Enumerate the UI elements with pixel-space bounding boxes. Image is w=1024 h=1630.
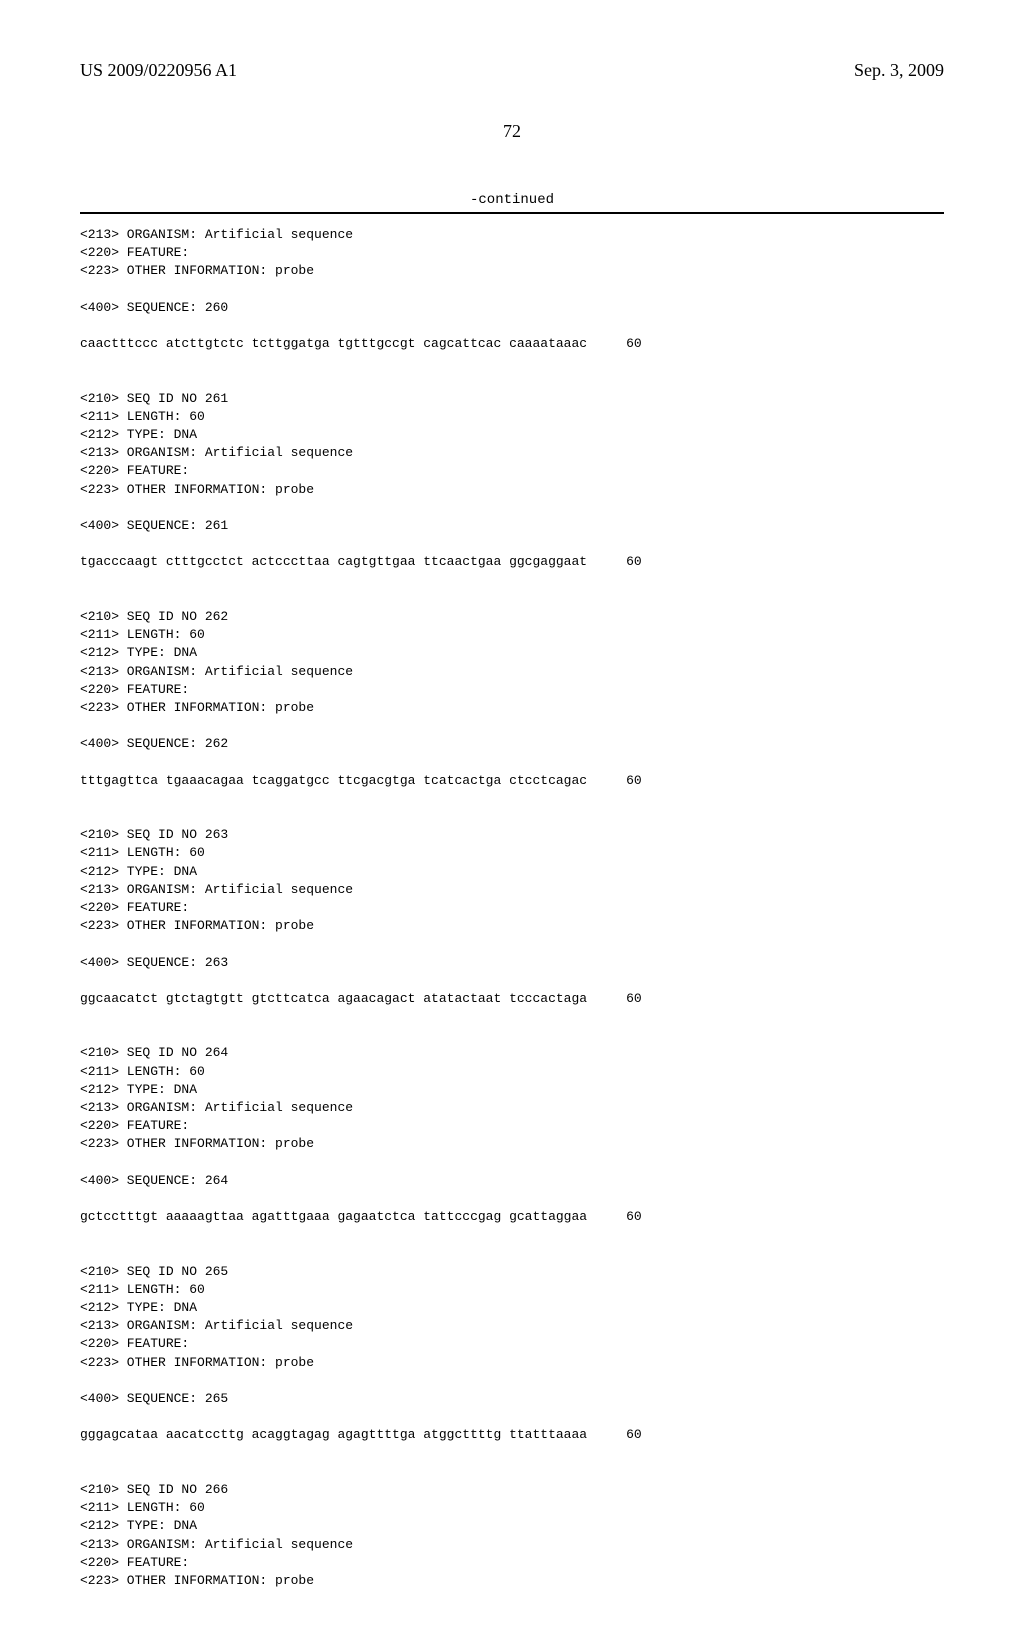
header-row: US 2009/0220956 A1 Sep. 3, 2009 [80, 60, 944, 81]
publication-number: US 2009/0220956 A1 [80, 60, 237, 81]
separator-line [80, 212, 944, 214]
page-number: 72 [80, 121, 944, 142]
publication-date: Sep. 3, 2009 [854, 60, 944, 81]
sequence-listing: <213> ORGANISM: Artificial sequence <220… [80, 226, 944, 1590]
patent-page: US 2009/0220956 A1 Sep. 3, 2009 72 -cont… [0, 0, 1024, 1630]
continued-label: -continued [80, 192, 944, 208]
